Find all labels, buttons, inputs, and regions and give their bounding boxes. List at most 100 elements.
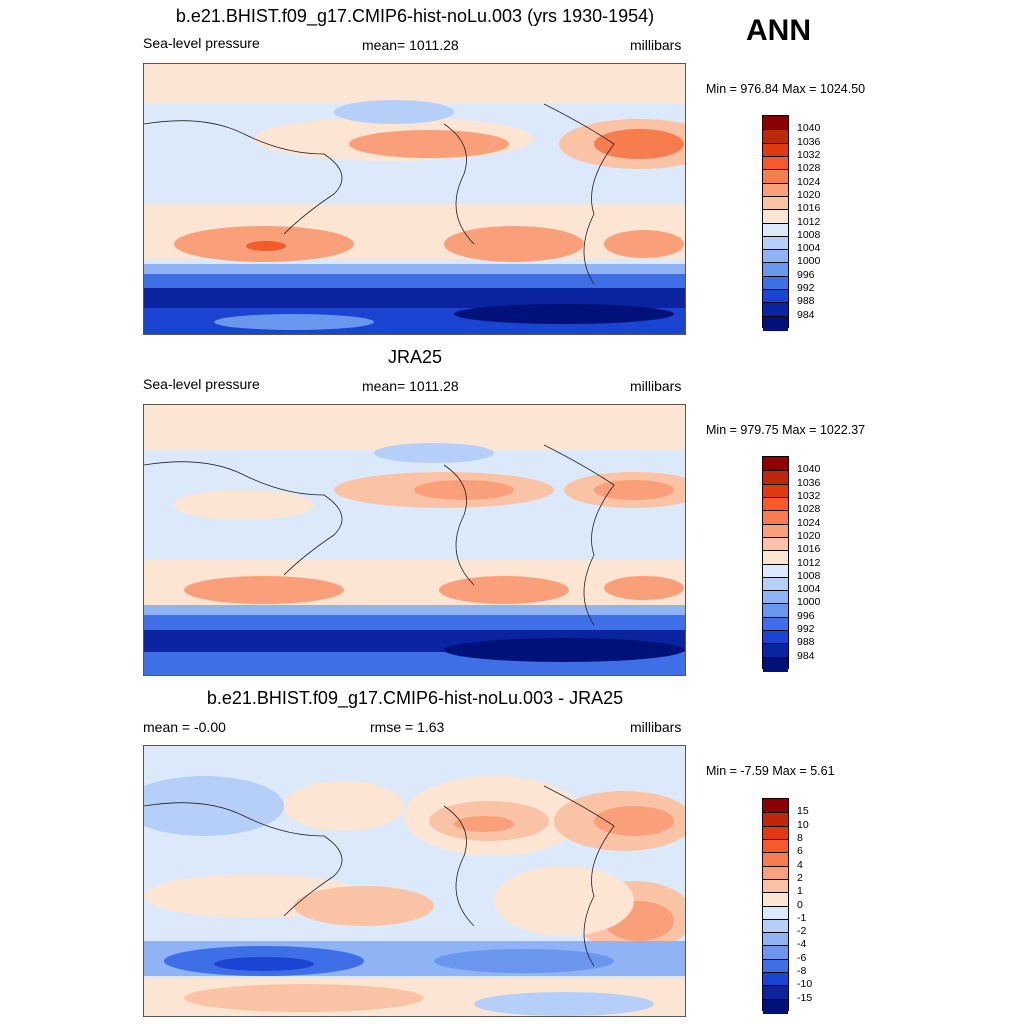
panel-2-map [143, 404, 686, 676]
colorbar-tick-label: 1004 [797, 583, 821, 596]
panel-3-title: b.e21.BHIST.f09_g17.CMIP6-hist-noLu.003 … [206, 688, 624, 708]
colorbar-swatch [763, 155, 788, 171]
colorbar-swatch [763, 302, 788, 318]
colorbar-tick-label: 1000 [797, 255, 821, 268]
colorbar-swatch [763, 985, 788, 1001]
colorbar-swatch [763, 812, 788, 828]
panel-1-minmax: Min = 976.84 Max = 1024.50 [706, 82, 866, 96]
panel-3-colorbar-swatches [762, 798, 789, 1014]
season-label: ANN [746, 14, 811, 47]
panel-3-contour-field [144, 746, 685, 1016]
colorbar-tick-label: 996 [797, 609, 815, 622]
colorbar-swatch [763, 470, 788, 486]
colorbar-swatch [763, 496, 788, 512]
panel-2-variable-label: Sea-level pressure [143, 376, 260, 392]
colorbar-tick-label: 1028 [797, 503, 821, 516]
panel-3-rmse-label: rmse = 1.63 [370, 719, 445, 735]
panel-2-mean-label: mean= 1011.28 [362, 378, 459, 394]
colorbar-tick-label: 1020 [797, 529, 821, 542]
colorbar-tick-label: 1008 [797, 228, 821, 241]
colorbar-swatch [763, 630, 788, 645]
colorbar-swatch [763, 510, 788, 526]
colorbar-tick-label: 1012 [797, 556, 821, 569]
colorbar-tick-label: 0 [797, 898, 803, 911]
colorbar-tick-label: 1016 [797, 202, 821, 215]
colorbar-swatch [763, 945, 788, 961]
colorbar-tick-label: -15 [797, 991, 813, 1004]
colorbar-tick-label: -2 [797, 925, 807, 938]
colorbar-swatch [763, 603, 788, 619]
colorbar-tick-label: 1028 [797, 162, 821, 175]
colorbar-swatch [763, 932, 788, 947]
panel-2-units-label: millibars [630, 378, 682, 394]
panel-2-minmax: Min = 979.75 Max = 1022.37 [706, 423, 866, 437]
colorbar-tick-label: 1032 [797, 148, 821, 161]
colorbar-tick-label: 4 [797, 858, 803, 871]
colorbar-swatch [763, 262, 788, 278]
colorbar-swatch [763, 195, 788, 211]
colorbar-tick-label: 1020 [797, 188, 821, 201]
colorbar-swatch [763, 892, 788, 907]
panel-2-colorbar-swatches [762, 456, 789, 672]
colorbar-swatch [763, 235, 788, 251]
colorbar-swatch [763, 590, 788, 605]
colorbar-swatch [763, 972, 788, 987]
colorbar-tick-label: 2 [797, 871, 803, 884]
panel-2-contour-field [144, 405, 685, 675]
panel-1-variable-label: Sea-level pressure [143, 35, 260, 51]
colorbar-swatch [763, 865, 788, 881]
colorbar-tick-label: 1 [797, 885, 803, 898]
colorbar-swatch [763, 457, 788, 471]
colorbar-swatch [763, 315, 788, 331]
colorbar-swatch [763, 799, 788, 813]
colorbar-tick-label: 1016 [797, 543, 821, 556]
colorbar-swatch [763, 878, 788, 894]
colorbar-swatch [763, 563, 788, 579]
colorbar-tick-label: 10 [797, 818, 809, 831]
colorbar-tick-label: 988 [797, 636, 815, 649]
panel-3-map [143, 745, 686, 1017]
colorbar-tick-label: 15 [797, 805, 809, 818]
panel-1-units-label: millibars [630, 37, 682, 53]
panel-1-title: b.e21.BHIST.f09_g17.CMIP6-hist-noLu.003 … [175, 6, 655, 26]
panel-3-minmax: Min = -7.59 Max = 5.61 [706, 764, 835, 778]
colorbar-tick-label: 1036 [797, 476, 821, 489]
colorbar-swatch [763, 142, 788, 158]
colorbar-swatch [763, 275, 788, 291]
colorbar-tick-label: -6 [797, 951, 807, 964]
colorbar-tick-label: 6 [797, 845, 803, 858]
colorbar-tick-label: 1012 [797, 215, 821, 228]
colorbar-tick-label: 1040 [797, 122, 821, 135]
colorbar-swatch [763, 550, 788, 565]
colorbar-swatch [763, 523, 788, 539]
colorbar-swatch [763, 209, 788, 224]
colorbar-swatch [763, 643, 788, 659]
colorbar-swatch [763, 616, 788, 632]
colorbar-tick-label: 992 [797, 282, 815, 295]
colorbar-swatch [763, 249, 788, 264]
panel-1-colorbar-swatches [762, 115, 789, 331]
colorbar-tick-label: -1 [797, 911, 807, 924]
colorbar-tick-label: -10 [797, 978, 813, 991]
colorbar-tick-label: 1036 [797, 135, 821, 148]
colorbar-tick-label: 1040 [797, 463, 821, 476]
colorbar-tick-label: 984 [797, 308, 815, 321]
colorbar-tick-label: 1032 [797, 489, 821, 502]
colorbar-tick-label: 992 [797, 623, 815, 636]
colorbar-swatch [763, 483, 788, 499]
colorbar-tick-label: 988 [797, 295, 815, 308]
colorbar-tick-label: 1024 [797, 175, 821, 188]
colorbar-tick-label: 1024 [797, 516, 821, 529]
colorbar-swatch [763, 169, 788, 185]
colorbar-swatch [763, 222, 788, 238]
colorbar-swatch [763, 289, 788, 304]
colorbar-tick-label: 1004 [797, 242, 821, 255]
panel-3-mean-label: mean = -0.00 [143, 719, 226, 735]
panel-3-units-label: millibars [630, 719, 682, 735]
panel-1-map [143, 63, 686, 335]
colorbar-swatch [763, 129, 788, 145]
panel-1-contour-field [144, 64, 685, 334]
colorbar-swatch [763, 852, 788, 868]
colorbar-swatch [763, 536, 788, 552]
colorbar-swatch [763, 838, 788, 854]
